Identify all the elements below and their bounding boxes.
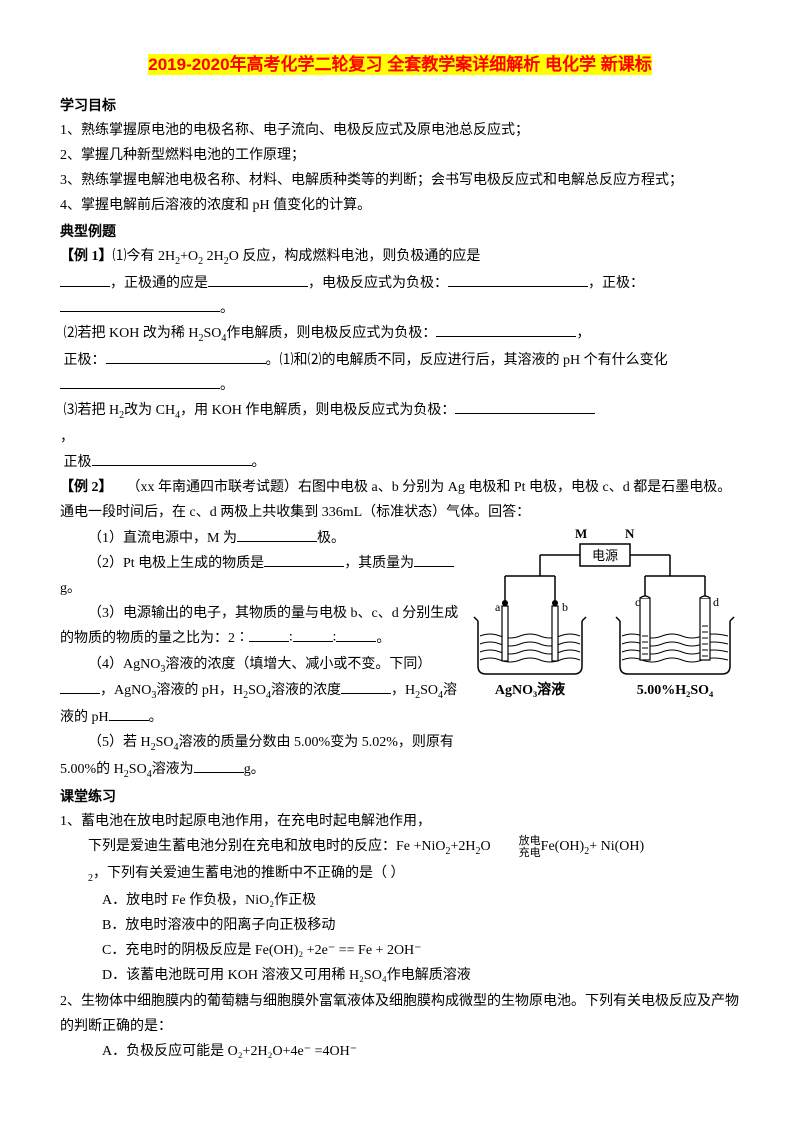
example-1-line-4: ⑵若把 KOH 改为稀 H2SO4作电解质，则电极反应式为负极：， [60,321,740,348]
svg-text:d: d [713,595,719,609]
ex2-q3: （3）电源输出的电子，其物质的量与电极 b、c、d 分别生成的物质的物质的量之比… [60,601,460,651]
practice-q1-B: B．放电时溶液中的阳离子向正极移动 [60,913,740,938]
practice-q2-A: A．负极反应可能是 O₂+2H₂O+4e⁻ =4OH⁻ [60,1039,740,1064]
example-1-line-3: 。 [60,296,740,321]
blank [414,553,454,567]
title-rest: 年高考化学二轮复习 全套教学案详细解析 电化学 新课标 [230,54,652,75]
ex2-q5: （5）若 H2SO4溶液的质量分数由 5.00%变为 5.02%，则原有 5.0… [60,730,460,784]
ex2-q2: （2）Pt 电极上生成的物质是，其质量为g。 [60,551,460,601]
practice-q2-intro: 2、生物体中细胞膜内的葡萄糖与细胞膜外富氧液体及细胞膜构成微型的生物原电池。下列… [60,989,740,1039]
blank [264,553,344,567]
example-2-body: （1）直流电源中，M 为极。 （2）Pt 电极上生成的物质是，其质量为g。 （3… [60,526,740,784]
practice-heading: 课堂练习 [60,784,740,809]
goal-3: 3、熟练掌握电解池电极名称、材料、电解质种类等的判断；会书写电极反应式和电解总反… [60,168,740,193]
practice-q1-intro: 1、蓄电池在放电时起原电池作用，在充电时起电解池作用， [60,809,740,834]
blank [249,628,289,642]
svg-text:5.00%H₂SO₄: 5.00%H₂SO₄ [637,683,714,698]
svg-text:b: b [562,600,568,614]
svg-text:N: N [625,526,635,541]
practice-q1-D: D．该蓄电池既可用 KOH 溶液又可用稀 H₂SO₄作电解质溶液 [60,963,740,988]
example-1-line-8: ， [60,425,740,450]
reaction-arrow: 放电充电 [491,835,541,859]
example-2-text: （1）直流电源中，M 为极。 （2）Pt 电极上生成的物质是，其质量为g。 （3… [60,526,460,784]
goal-2: 2、掌握几种新型燃料电池的工作原理； [60,143,740,168]
svg-text:a: a [495,600,501,614]
example-2-intro: 【例 2】 （xx 年南通四市联考试题）右图中电极 a、b 分别为 Ag 电极和… [60,475,740,525]
blank [60,375,220,389]
blank [448,273,588,287]
example-1-line-7: ⑶若把 H2改为 CH4，用 KOH 作电解质，则电极反应式为负极： [60,398,740,425]
blank [106,350,266,364]
blank [60,298,220,312]
goal-1: 1、熟练掌握原电池的电极名称、电子流向、电极反应式及原电池总反应式； [60,118,740,143]
blank [436,323,576,337]
blank [60,680,100,694]
svg-text:电源: 电源 [592,548,618,563]
blank [341,680,391,694]
practice-q1-reaction: 下列是爱迪生蓄电池分别在充电和放电时的反应：Fe +NiO2+2H2O放电充电F… [60,834,740,861]
title-year: 2019-2020 [148,54,229,75]
blank [208,273,308,287]
content-body: 学习目标 1、熟练掌握原电池的电极名称、电子流向、电极反应式及原电池总反应式； … [60,93,740,1065]
blank [109,707,149,721]
ex2-q1: （1）直流电源中，M 为极。 [60,526,460,551]
diagram-container: M N 电源 a b c d [460,526,740,784]
blank [237,528,317,542]
document-title: 2019-2020年高考化学二轮复习 全套教学案详细解析 电化学 新课标 [60,50,740,81]
blank [194,759,244,773]
example-1-label: 【例 1】 [60,249,113,264]
example-1-line-6: 。 [60,373,740,398]
example-1-line-1: 【例 1】⑴今有 2H2+O2 2H2O 反应，构成燃料电池，则负极通的应是 [60,244,740,271]
blank [60,273,110,287]
blank [336,628,376,642]
example-2-label: 【例 2】 [60,480,106,495]
svg-text:AgNO₃溶液: AgNO₃溶液 [495,681,566,698]
blank [455,400,595,414]
ex2-q4: （4）AgNO3溶液的浓度（填增大、减小或不变。下同），AgNO3溶液的 pH，… [60,652,460,731]
blank [92,452,252,466]
example-1-line-9: 正极。 [60,450,740,475]
examples-heading: 典型例题 [60,219,740,244]
practice-q1-tail: 2，下列有关爱迪生蓄电池的推断中不正确的是（ ） [60,861,740,888]
practice-q1-A: A．放电时 Fe 作负极，NiO₂作正极 [60,888,740,913]
goal-4: 4、掌握电解前后溶液的浓度和 pH 值变化的计算。 [60,193,740,218]
example-1-line-2: ，正极通的应是，电极反应式为负极：，正极： [60,271,740,296]
example-1-line-5: 正极：。⑴和⑵的电解质不同，反应进行后，其溶液的 pH 个有什么变化 [60,348,740,373]
electrolysis-diagram: M N 电源 a b c d [470,526,740,706]
svg-text:M: M [575,526,587,541]
goals-heading: 学习目标 [60,93,740,118]
practice-q1-C: C．充电时的阴极反应是 Fe(OH)₂ +2e⁻ == Fe + 2OH⁻ [60,938,740,963]
blank [293,628,333,642]
